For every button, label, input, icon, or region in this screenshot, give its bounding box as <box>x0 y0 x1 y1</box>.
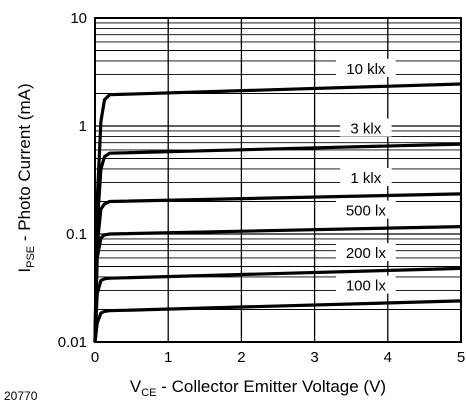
y-tick-label: 0.1 <box>66 226 87 243</box>
plot-frame <box>94 17 462 343</box>
series-label-background <box>340 167 392 186</box>
series-label: 10 klx <box>346 61 386 78</box>
figure-number: 20770 <box>4 389 38 403</box>
series-label: 200 lx <box>346 245 387 262</box>
series-label: 500 lx <box>346 203 387 220</box>
y-tick-label: 10 <box>70 10 87 27</box>
series-label-background <box>335 275 396 294</box>
series-label: 1 klx <box>350 170 381 187</box>
x-tick-label: 4 <box>384 349 392 366</box>
series-labels: 10 klx 3 klx 1 klx 500 lx 200 lx 100 lx <box>335 58 396 295</box>
series-label: 3 klx <box>350 121 381 138</box>
series-line <box>93 266 462 343</box>
x-axis-label: VCE - Collector Emitter Voltage (V) <box>130 377 386 399</box>
series-line <box>93 142 462 343</box>
series-line <box>93 299 462 343</box>
series-line <box>93 225 462 343</box>
series-line <box>93 192 462 343</box>
series-label-background <box>335 200 396 219</box>
series-label: 100 lx <box>346 278 387 295</box>
x-tick-label: 1 <box>164 349 172 366</box>
y-axis-label: IPSE - Photo Current (mA) <box>15 83 37 272</box>
axis-ticks: 0 1 2 3 4 5 0.01 0.1 1 10 <box>58 10 465 366</box>
series-label-background <box>340 118 392 137</box>
x-tick-label: 0 <box>91 349 99 366</box>
series-label-background <box>335 58 396 77</box>
y-tick-label: 1 <box>79 118 87 135</box>
x-tick-label: 3 <box>310 349 318 366</box>
x-tick-label: 5 <box>457 349 465 366</box>
grid-lines <box>94 18 462 343</box>
x-tick-label: 2 <box>237 349 245 366</box>
series-label-background <box>335 243 396 262</box>
series-lines <box>93 82 462 343</box>
y-tick-label: 0.01 <box>58 334 87 351</box>
